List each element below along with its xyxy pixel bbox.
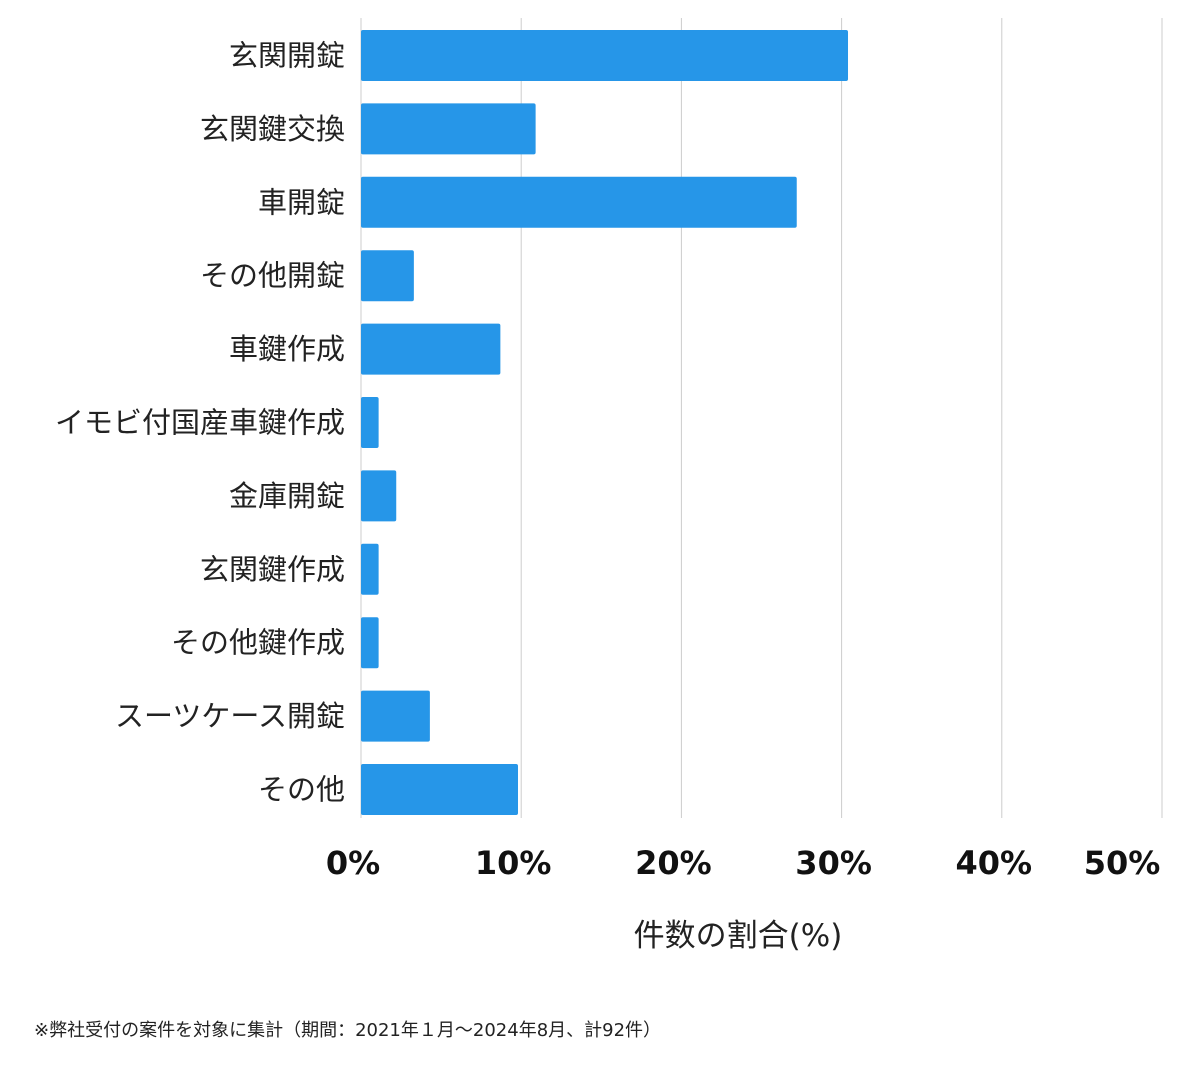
category-label: スーツケース開錠: [115, 699, 345, 733]
bar: [361, 617, 379, 669]
x-tick-labels: 0% 10% 20% 30% 40% 50%: [326, 844, 1160, 882]
x-axis-title: 件数の割合(%): [634, 918, 843, 954]
x-tick-label: 10%: [475, 844, 552, 882]
x-tick-label: 40%: [956, 844, 1033, 882]
bar: [361, 397, 379, 448]
category-label: イモビ付国産車鍵作成: [55, 406, 345, 440]
bar: [361, 250, 414, 302]
category-label: 車開錠: [258, 185, 345, 219]
bar: [361, 690, 430, 742]
category-label: その他: [258, 773, 345, 807]
bar: [361, 543, 379, 595]
bar: [361, 323, 501, 375]
x-tick-label: 20%: [635, 844, 712, 882]
category-label: 金庫開錠: [229, 479, 345, 513]
bar: [361, 470, 397, 522]
bar: [361, 176, 797, 228]
x-tick-label: 50%: [1084, 844, 1161, 882]
category-label: 車鍵作成: [229, 332, 345, 366]
category-labels: 玄関開錠玄関鍵交換車開錠その他開錠車鍵作成イモビ付国産車鍵作成金庫開錠玄関鍵作成…: [55, 39, 345, 807]
x-tick-label: 0%: [326, 844, 380, 882]
category-label: 玄関鍵作成: [200, 552, 345, 586]
x-tick-label: 30%: [795, 844, 872, 882]
bar: [361, 103, 536, 155]
category-label: その他鍵作成: [171, 626, 345, 660]
bar: [361, 764, 518, 815]
footnote: ※弊社受付の案件を対象に集計（期間：2021年１月〜2024年8月、計92件）: [34, 1020, 662, 1041]
bar: [361, 30, 849, 81]
bars: [361, 30, 849, 815]
category-label: その他開錠: [200, 259, 345, 293]
category-label: 玄関鍵交換: [200, 112, 345, 146]
category-label: 玄関開錠: [229, 39, 345, 73]
